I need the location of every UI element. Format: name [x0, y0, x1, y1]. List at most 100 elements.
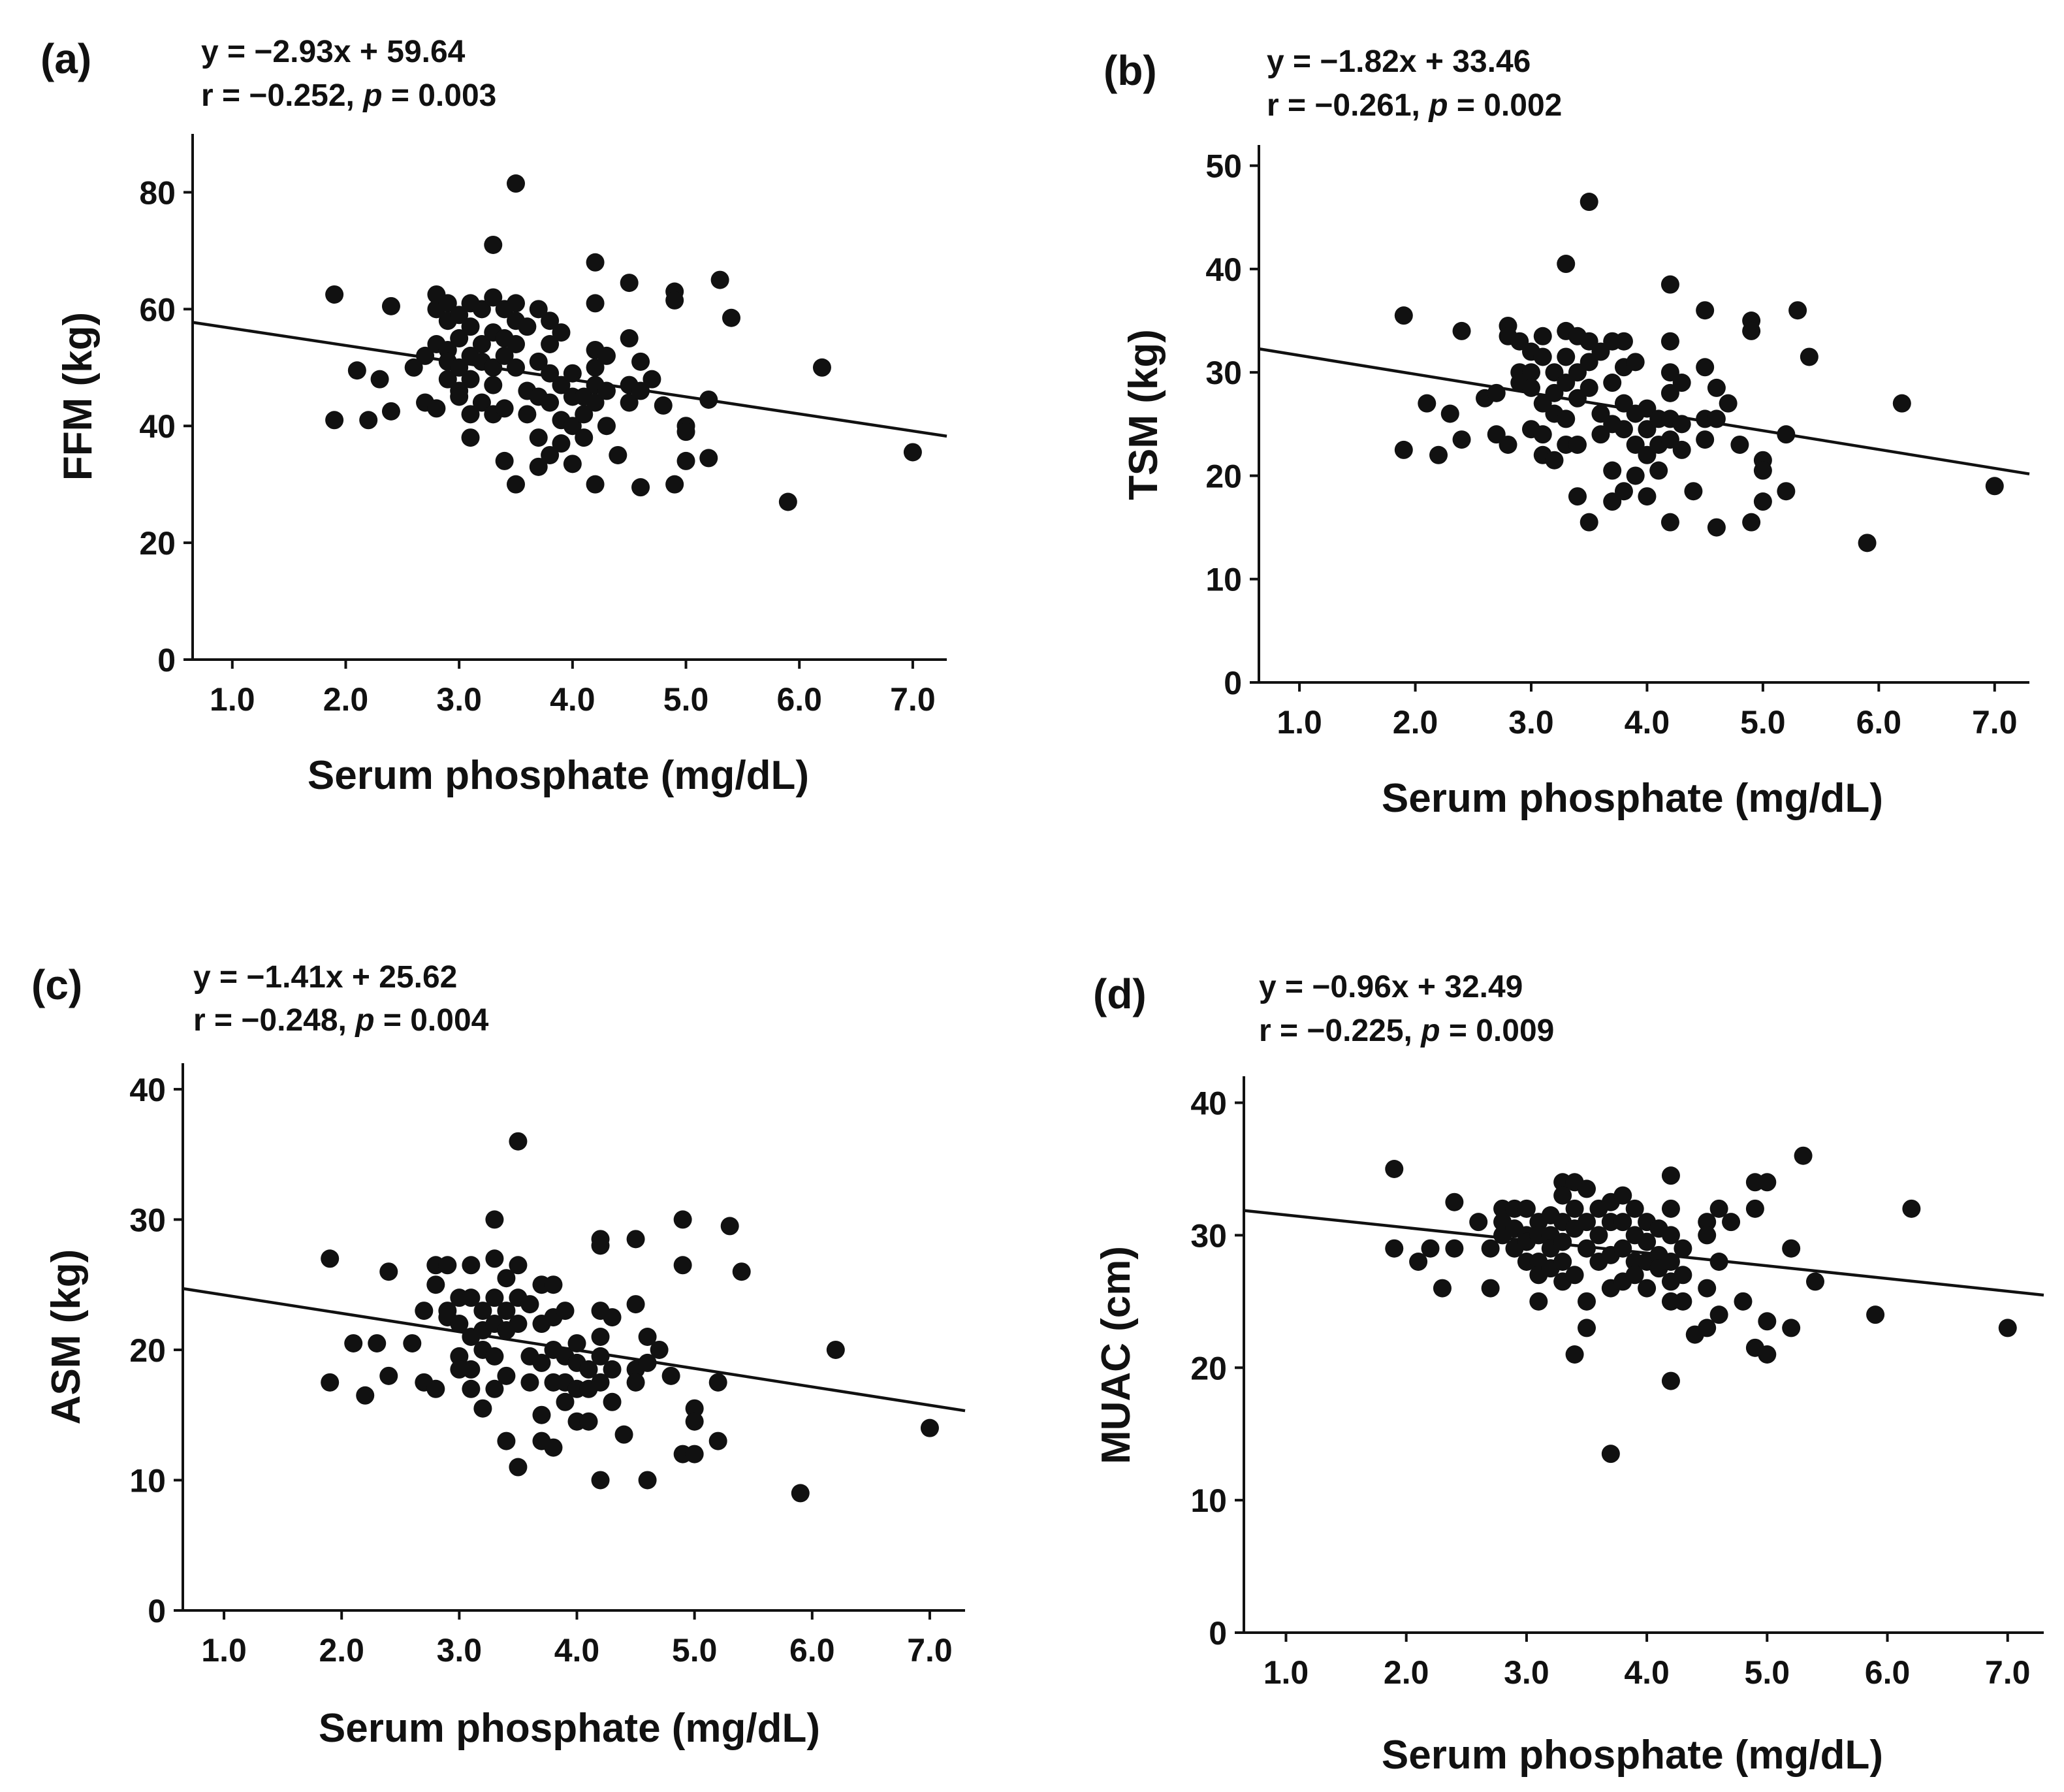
data-point [1533, 347, 1552, 366]
data-point [529, 352, 548, 371]
data-point [485, 1249, 504, 1268]
correlation-stat: r = −0.261, p = 0.002 [1267, 88, 1562, 123]
panel-c: (c) y = −1.41x + 25.62 r = −0.248, p = 0… [31, 960, 966, 1751]
regression-equation: y = −0.96x + 32.49 [1259, 970, 1523, 1004]
plot-area: 1.0 2.0 3.0 4.0 5.0 6.0 7.0 0 10 20 30 40 [129, 1063, 966, 1669]
data-point [1469, 1213, 1488, 1232]
y-tick-label: 20 [1205, 458, 1242, 494]
data-point [529, 428, 548, 447]
x-tick-label: 7.0 [1985, 1654, 2031, 1691]
data-point [1578, 1179, 1596, 1198]
data-point [1866, 1305, 1885, 1324]
y-tick-label: 0 [148, 1593, 166, 1629]
x-tick-label: 2.0 [1384, 1654, 1429, 1691]
data-point [544, 1275, 563, 1294]
data-point [685, 1399, 704, 1418]
regression-equation: y = −2.93x + 59.64 [201, 35, 466, 69]
data-point [497, 1432, 516, 1450]
data-point [438, 294, 457, 313]
y-tick-label: 10 [1205, 562, 1242, 598]
data-point [532, 1353, 551, 1372]
data-point [450, 1315, 469, 1334]
panel-d: (d) y = −0.96x + 32.49 r = −0.225, p = 0… [1093, 970, 2044, 1778]
y-tick-label: 50 [1205, 148, 1242, 185]
data-point [381, 296, 400, 315]
data-point [620, 329, 639, 348]
data-point [1445, 1239, 1464, 1258]
y-tick-label: 80 [139, 174, 176, 211]
data-point [520, 1373, 539, 1392]
data-point [563, 417, 582, 436]
x-tick-label: 3.0 [1504, 1654, 1549, 1691]
data-point [1545, 451, 1564, 470]
data-point [1998, 1319, 2017, 1337]
data-point [344, 1334, 363, 1352]
data-point [1661, 1166, 1680, 1185]
data-point [507, 294, 525, 313]
data-point [1578, 1319, 1596, 1337]
x-tick-label: 3.0 [437, 1632, 483, 1669]
data-point [1696, 358, 1715, 377]
data-point [903, 443, 922, 462]
data-point [1734, 1292, 1753, 1311]
data-point [1806, 1272, 1824, 1291]
data-point [1684, 482, 1703, 501]
data-point [438, 370, 457, 389]
data-point [472, 335, 491, 353]
y-tick-label: 30 [1205, 355, 1242, 391]
x-tick-label: 6.0 [789, 1632, 835, 1669]
data-point [661, 1366, 680, 1385]
data-point [626, 1373, 645, 1392]
data-point [1580, 513, 1598, 532]
x-tick-label: 1.0 [210, 681, 255, 718]
x-tick-label: 4.0 [1624, 1654, 1670, 1691]
data-point [638, 1471, 657, 1490]
data-point [920, 1418, 939, 1437]
data-point [591, 1471, 610, 1490]
data-point [1481, 1239, 1500, 1258]
data-point [563, 364, 582, 383]
data-point [1800, 347, 1818, 366]
data-point [1568, 487, 1587, 506]
data-point [556, 1392, 575, 1411]
data-point [1638, 487, 1657, 506]
data-point [1902, 1199, 1921, 1218]
data-point [495, 451, 514, 470]
data-point [379, 1262, 398, 1281]
data-point [1758, 1312, 1777, 1331]
data-point [638, 1353, 657, 1372]
data-point [462, 1256, 481, 1275]
data-point [603, 1360, 622, 1379]
data-point [321, 1249, 340, 1268]
data-point [1452, 321, 1471, 340]
data-point [552, 376, 571, 394]
y-tick-label: 10 [1190, 1482, 1227, 1519]
x-tick-label: 1.0 [1263, 1654, 1309, 1691]
data-point [1565, 1199, 1584, 1218]
p-symbol: p [354, 1003, 374, 1038]
y-tick-label: 0 [157, 642, 176, 679]
data-point [591, 1373, 610, 1392]
r-value: r = −0.225, [1259, 1014, 1421, 1048]
data-point [1499, 435, 1517, 454]
data-point [1858, 534, 1877, 552]
data-point [1626, 353, 1645, 372]
data-point [462, 1288, 481, 1307]
data-point [1529, 1292, 1548, 1311]
data-point [631, 478, 650, 497]
data-point [485, 1288, 504, 1307]
data-point [1753, 461, 1772, 480]
data-point [1698, 1319, 1717, 1337]
data-point [1730, 435, 1749, 454]
data-point [472, 393, 491, 412]
data-point [1661, 1199, 1680, 1218]
data-point [1613, 1239, 1632, 1258]
data-point [708, 1373, 727, 1392]
data-point [1452, 430, 1471, 449]
data-point [1698, 1213, 1717, 1232]
data-point [497, 1366, 516, 1385]
data-point [643, 370, 661, 389]
x-tick-label: 4.0 [554, 1632, 600, 1669]
data-point [1672, 440, 1691, 459]
data-point [1613, 1186, 1632, 1205]
